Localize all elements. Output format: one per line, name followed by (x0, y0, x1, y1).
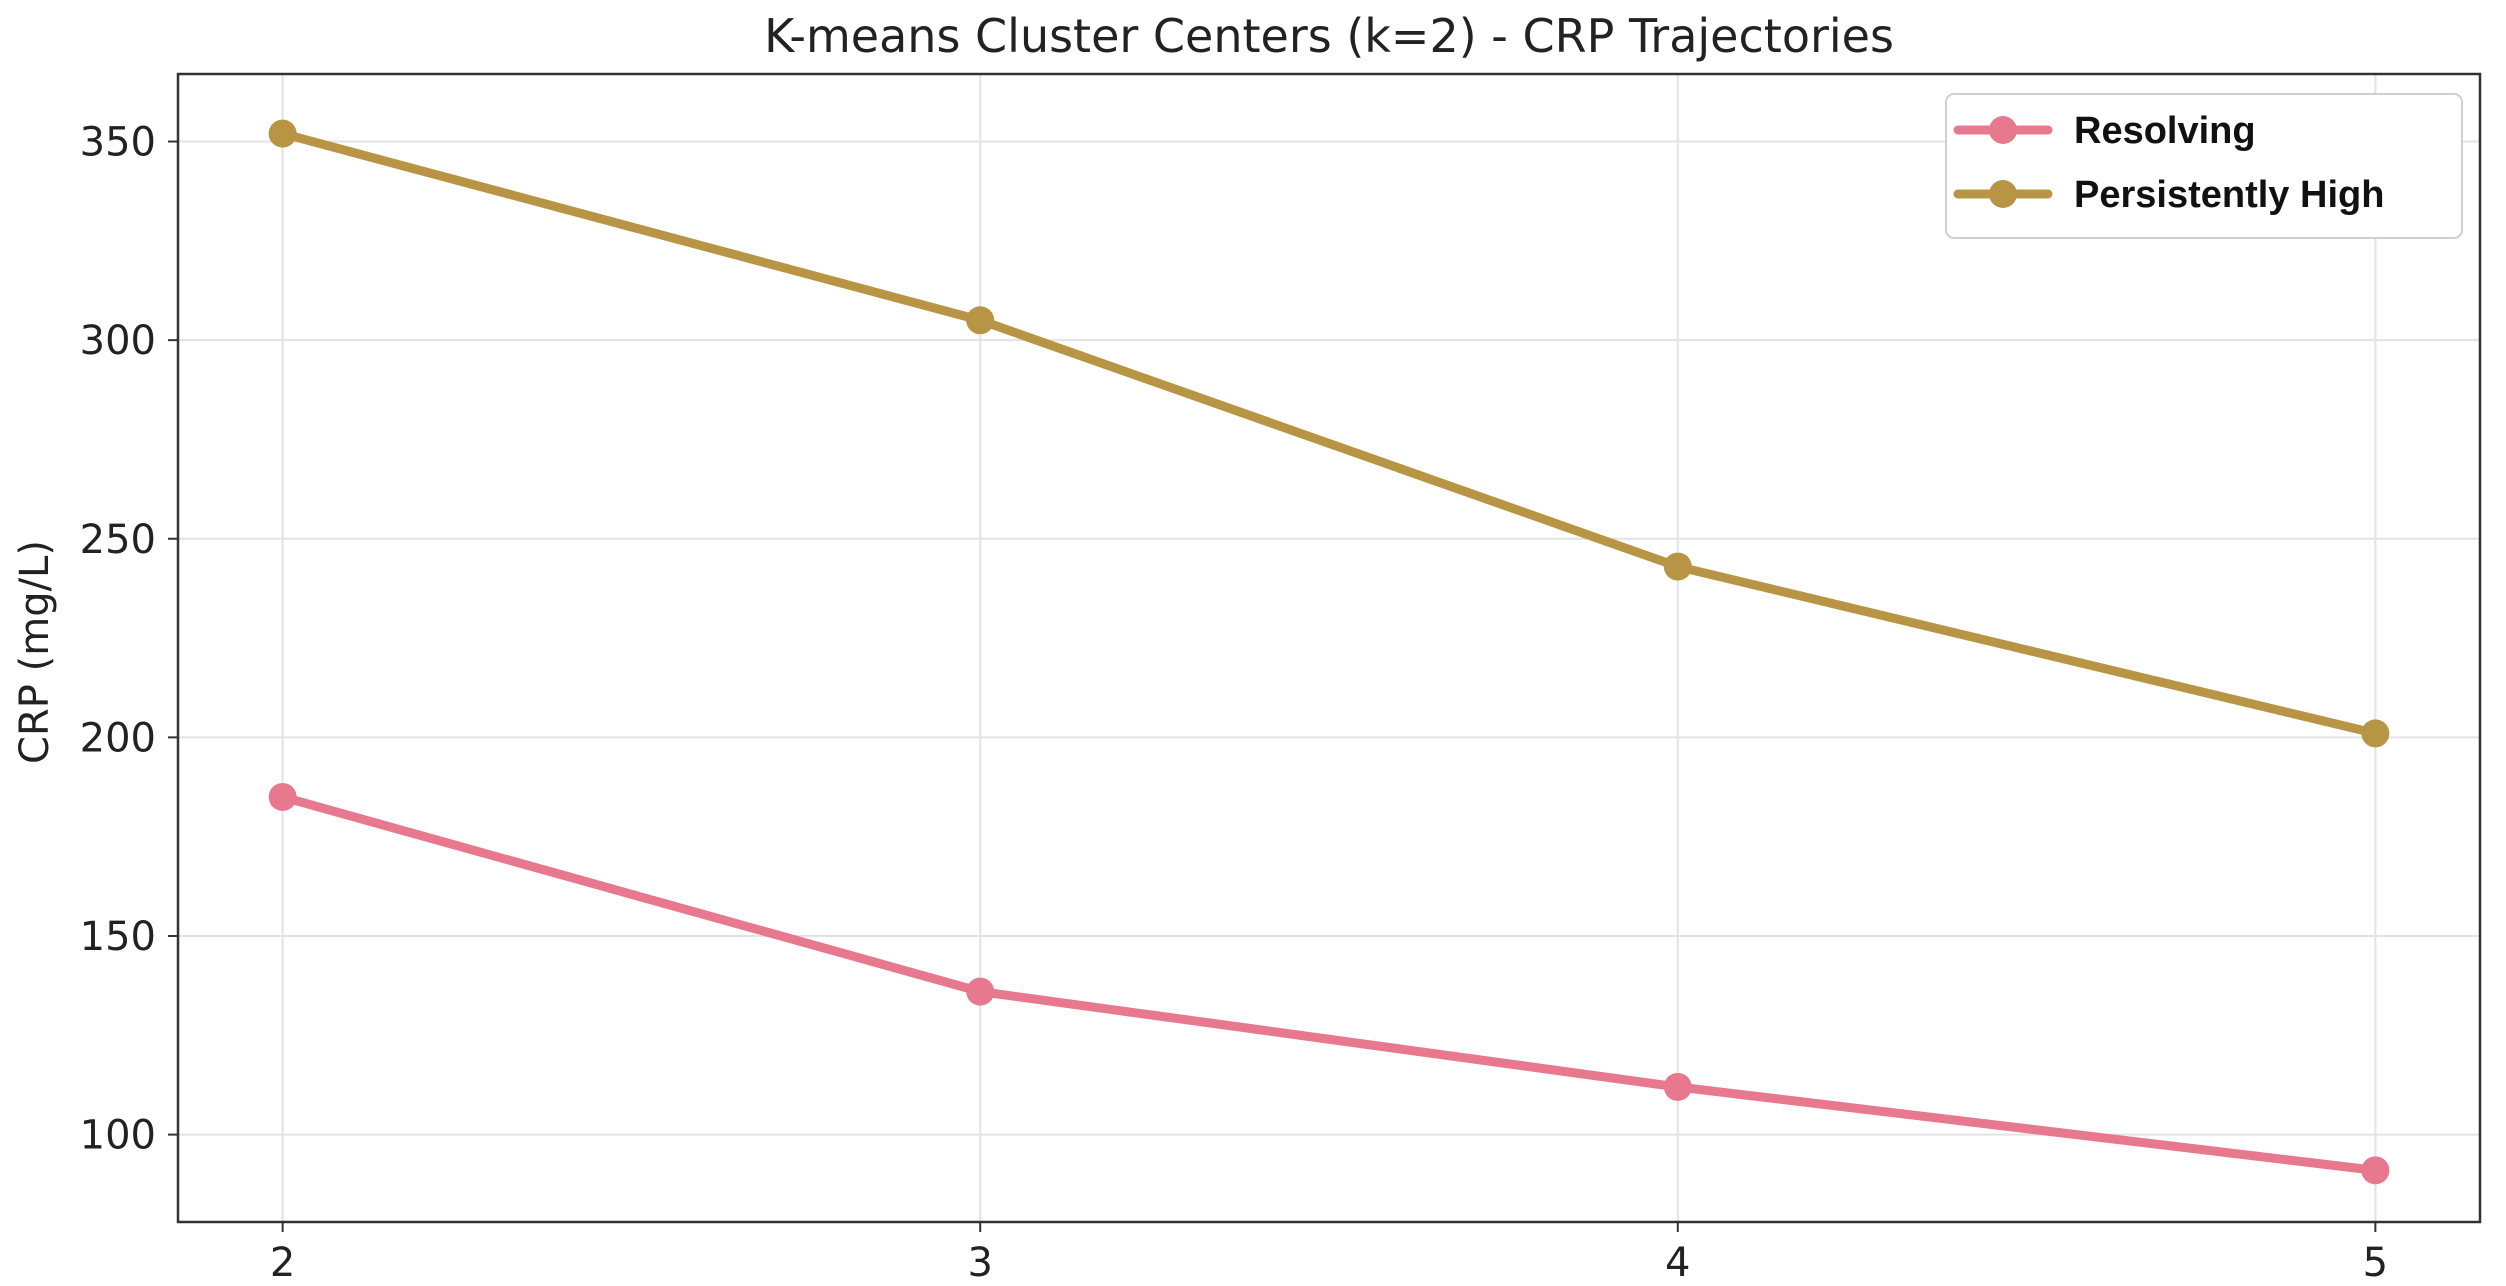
data-point (1663, 1072, 1692, 1101)
x-tick-label: 5 (2363, 1240, 2388, 1286)
legend: Resolving Persistently High (1945, 93, 2463, 239)
y-tick-label: 100 (80, 1113, 156, 1159)
legend-label: Persistently High (2074, 174, 2384, 216)
data-point (2361, 1156, 2390, 1185)
data-point (1663, 552, 1692, 581)
series-line (278, 792, 2380, 1175)
x-tick-label: 4 (1665, 1240, 1690, 1286)
y-tick-label: 300 (80, 318, 156, 364)
series-1 (268, 119, 2390, 748)
plot-area (176, 72, 2482, 1224)
y-tick-label: 200 (80, 715, 156, 761)
legend-box (1945, 93, 2463, 239)
x-tick-label: 3 (967, 1240, 992, 1286)
legend-swatch-marker (1989, 180, 2017, 208)
series-lines (268, 119, 2390, 1185)
legend-label: Resolving (2074, 110, 2256, 152)
y-axis-label: CRP (mg/L) (12, 540, 58, 764)
axis-ticks: 2 3 4 5 100 150 200 250 300 350 (80, 120, 2388, 1286)
y-tick-label: 350 (80, 120, 156, 166)
data-point (966, 306, 995, 335)
data-point (2361, 719, 2390, 748)
series-0 (268, 782, 2390, 1185)
y-tick-label: 250 (80, 517, 156, 563)
data-point (268, 119, 297, 148)
series-line (278, 129, 2380, 738)
y-tick-label: 150 (80, 914, 156, 960)
legend-swatch-marker (1989, 116, 2017, 144)
chart-title: K-means Cluster Centers (k=2) - CRP Traj… (764, 9, 1894, 63)
x-tick-label: 2 (270, 1240, 295, 1286)
data-point (268, 782, 297, 811)
data-point (966, 977, 995, 1006)
